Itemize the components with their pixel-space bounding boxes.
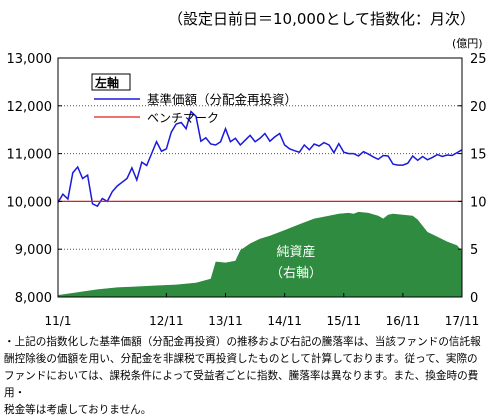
net-assets-area [58,211,462,297]
x-tick-label: 17/11 [445,314,480,328]
x-tick-label: 12/11 [149,314,184,328]
legend-benchmark-label: ベンチマーク [147,111,219,125]
legend-nav-label: 基準価額（分配金再投資） [147,92,297,107]
right-tick-label: 20 [470,100,487,115]
left-tick-label: 11,000 [7,148,53,163]
right-tick-label: 15 [470,148,487,163]
area-label-line2: （右軸） [270,266,322,281]
x-tick-label: 14/11 [267,314,302,328]
tick-labels: 8,000 9,000 10,000 11,000 12,000 13,000 0 5 10 15… [7,52,487,328]
x-tick-label: 11/1 [45,314,72,328]
right-axis-unit: (億円) [452,37,483,50]
area-annotation: 純資産 （右軸） [270,244,322,281]
left-axis-label-box [91,73,131,91]
plot-frame [57,57,463,298]
chart-area: 8,000 9,000 10,000 11,000 12,000 13,000 0 5 10 15… [7,52,487,328]
chart-subtitle: （設定日前日＝10,000として指数化：月次） [168,10,476,28]
left-tick-label: 9,000 [15,243,52,258]
left-axis-label: 左軸 [94,75,119,90]
footnote: ・上記の指数化した基準価額（分配金再投資）の推移および右記の騰落率は、当該ファン… [4,336,481,416]
left-tick-label: 13,000 [7,52,53,67]
right-tick-label: 25 [470,52,487,67]
right-tick-label: 10 [470,195,487,210]
area-label-line1: 純資産 [276,244,315,260]
x-tick-label: 16/11 [386,314,421,328]
series-lines [57,110,463,208]
plot-border [57,57,463,298]
x-tick-label: 13/11 [208,314,243,328]
left-tick-label: 8,000 [15,291,52,306]
nav-line [57,110,463,208]
x-tick-label: 15/11 [326,314,361,328]
left-tick-label: 10,000 [7,195,53,210]
right-tick-label: 5 [470,243,478,258]
right-tick-label: 0 [470,291,478,306]
left-tick-label: 12,000 [7,100,53,115]
net-assets-area-shape [58,211,462,297]
